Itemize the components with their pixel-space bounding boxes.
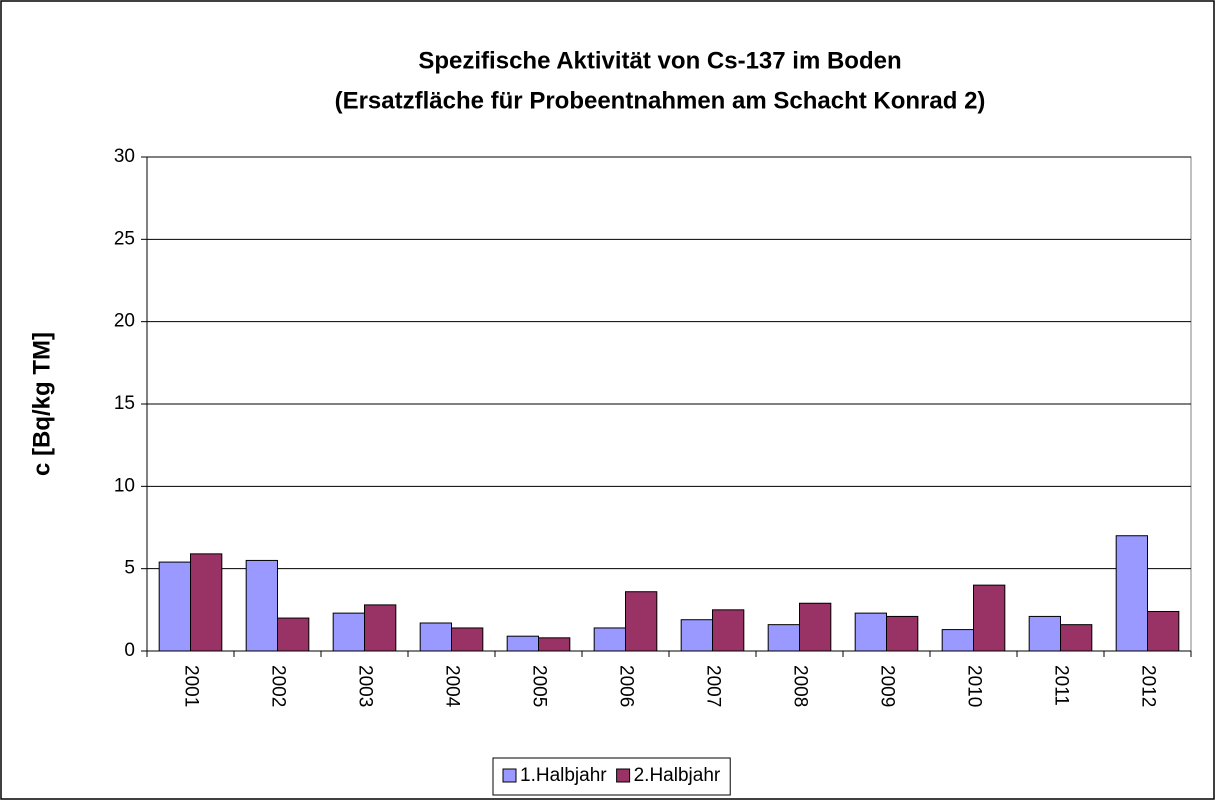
- y-tick-label: 20: [114, 311, 135, 332]
- x-tick-label: 2004: [441, 665, 462, 708]
- chart-subtitle: (Ersatzfläche für Probeentnahmen am Scha…: [335, 87, 986, 114]
- x-tick-label: 2012: [1137, 665, 1158, 707]
- bar: [1028, 615, 1062, 652]
- bar: [1147, 610, 1180, 652]
- bar: [767, 624, 800, 652]
- bar: [680, 619, 713, 652]
- chart-title: Spezifische Aktivität von Cs-137 im Bode…: [418, 47, 901, 74]
- bar: [625, 591, 658, 652]
- legend-label: 1.Halbjahr: [520, 765, 607, 786]
- bar: [451, 627, 484, 652]
- x-tick-label: 2006: [615, 665, 636, 707]
- bar: [245, 559, 278, 652]
- x-tick-label: 2007: [702, 665, 723, 707]
- y-tick-label: 25: [114, 228, 135, 249]
- x-tick-label: 2009: [876, 665, 897, 707]
- bar: [190, 553, 223, 652]
- x-tick-label: 2010: [963, 665, 984, 707]
- bar: [506, 635, 539, 652]
- bar: [973, 584, 1006, 652]
- legend-swatch: [502, 768, 517, 783]
- x-tick-label: 2003: [354, 665, 375, 707]
- y-axis-label: c [Bq/kg TM]: [28, 332, 55, 476]
- bar: [886, 615, 919, 652]
- y-tick-label: 5: [124, 558, 135, 579]
- legend: 1.Halbjahr 2.Halbjahr: [492, 757, 731, 796]
- bar: [854, 612, 887, 652]
- y-tick-label: 30: [114, 146, 135, 167]
- bar: [332, 612, 365, 652]
- bar: [277, 617, 310, 652]
- bar: [593, 627, 626, 652]
- bar: [419, 622, 452, 652]
- legend-box: [492, 757, 731, 796]
- y-tick-label: 10: [114, 475, 135, 496]
- x-tick-label: 2001: [180, 665, 201, 707]
- x-tick-label: 2002: [267, 665, 288, 707]
- legend-swatch: [616, 768, 631, 783]
- legend-label: 2.Halbjahr: [634, 765, 721, 786]
- y-tick-label: 0: [124, 640, 135, 661]
- x-tick-label: 2008: [789, 665, 810, 707]
- x-tick-label: 2011: [1050, 665, 1071, 706]
- y-tick-label: 15: [114, 393, 135, 414]
- bar: [364, 604, 397, 652]
- bar: [712, 609, 745, 652]
- x-tick-label: 2005: [528, 665, 549, 707]
- bar: [158, 561, 191, 652]
- bar: [538, 637, 571, 652]
- bar: [941, 629, 974, 652]
- bar: [1115, 535, 1149, 652]
- bar: [799, 602, 832, 652]
- bar: [1060, 624, 1093, 652]
